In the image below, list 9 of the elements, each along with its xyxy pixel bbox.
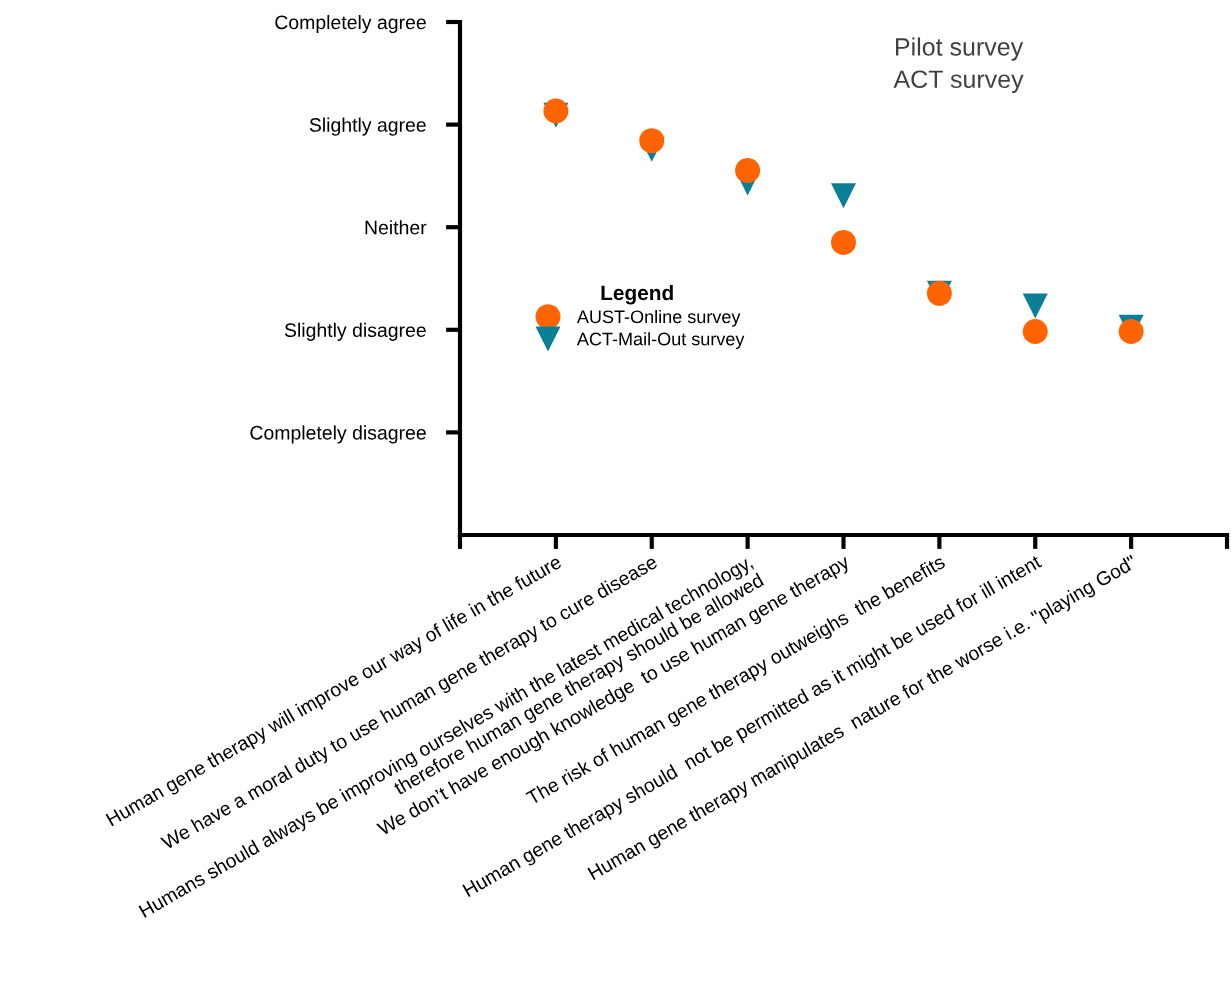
text: Neither: [365, 220, 427, 235]
legend-label: ACT-Mail-Out survey: [576, 332, 745, 349]
text: Slightly disagree: [284, 322, 426, 341]
text: Completely disagree: [250, 425, 426, 444]
text: Completely agree: [275, 14, 426, 34]
text: Pilot survey ACT survey: [893, 37, 1024, 94]
text: Slightly agree: [309, 117, 426, 136]
legend-title: Legend: [601, 284, 673, 305]
legend-label: AUST-Online survey: [576, 309, 741, 327]
